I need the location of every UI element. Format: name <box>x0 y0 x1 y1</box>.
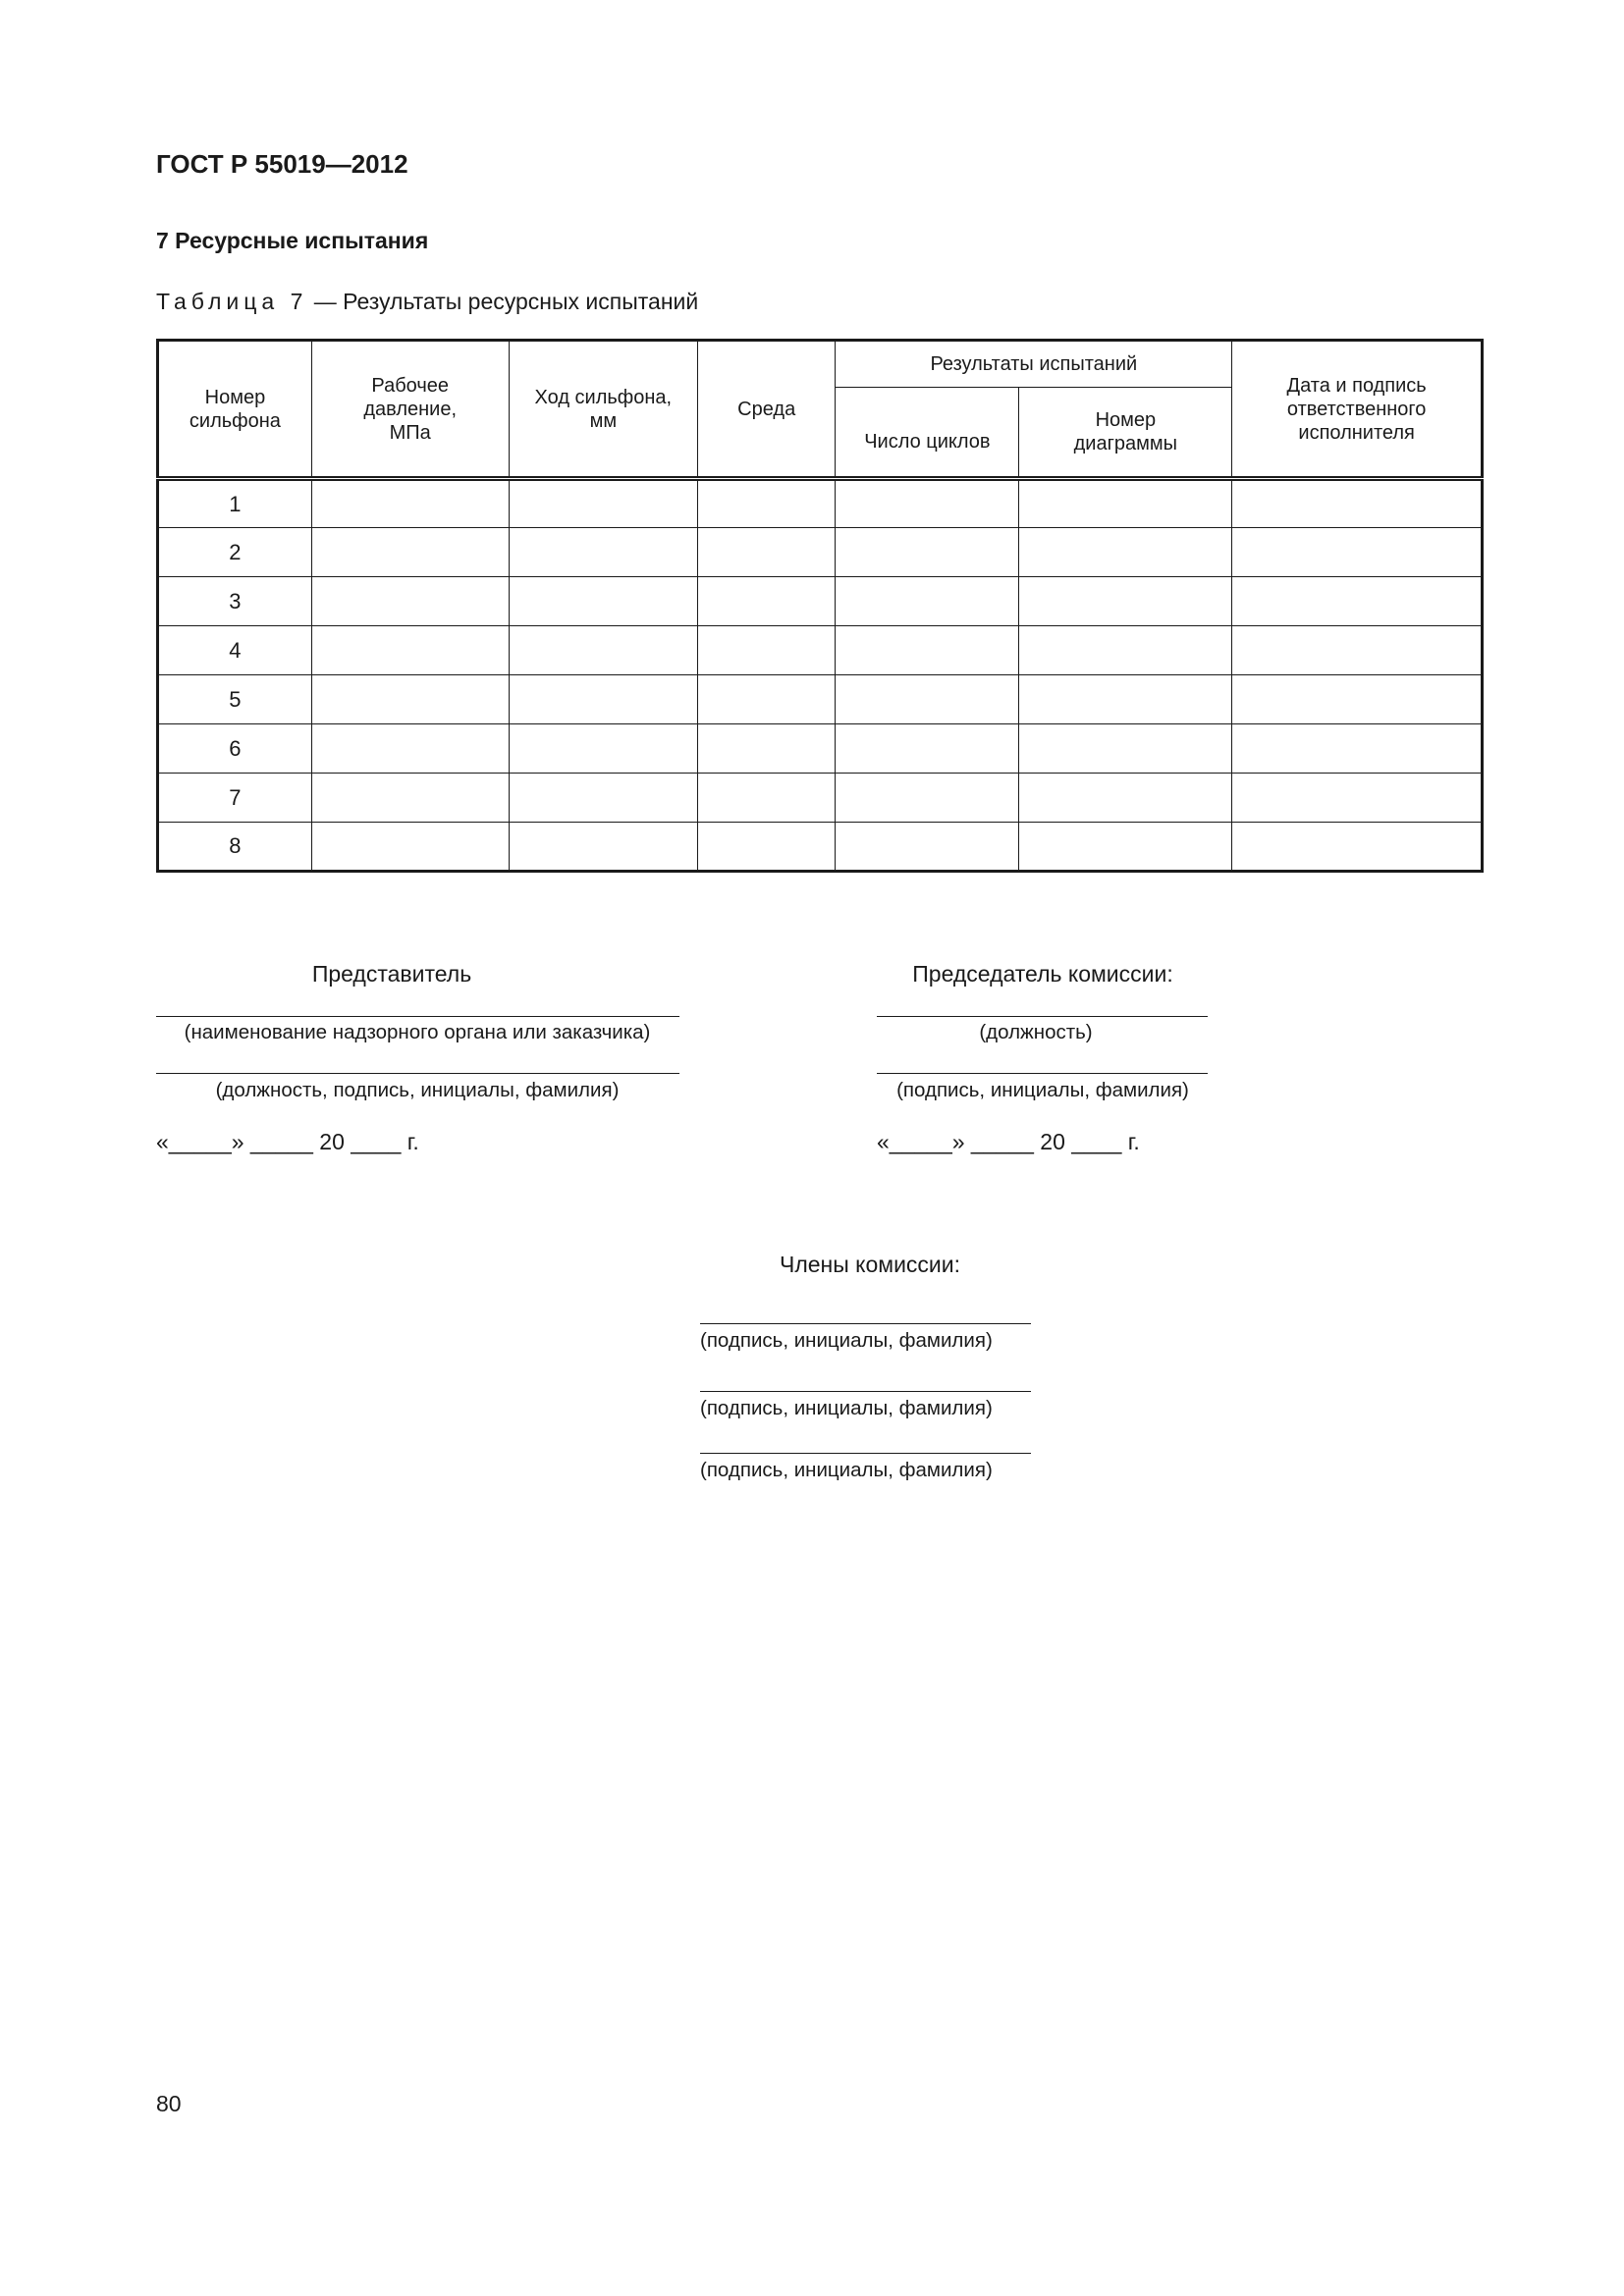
member-caption-3: (подпись, инициалы, фамилия) <box>700 1459 993 1481</box>
empty-cell[interactable] <box>697 723 837 774</box>
empty-cell[interactable] <box>1231 723 1483 774</box>
empty-cell[interactable] <box>508 476 699 528</box>
empty-cell[interactable] <box>508 773 699 823</box>
empty-cell[interactable] <box>1018 625 1233 675</box>
header-medium: Среда <box>697 340 837 479</box>
row-number: 7 <box>157 773 312 823</box>
chairman-date[interactable]: «_____» _____ 20 ____ г. <box>877 1129 1140 1154</box>
member-signature-line-3[interactable] <box>700 1453 1031 1454</box>
empty-cell[interactable] <box>310 476 510 528</box>
empty-cell[interactable] <box>1231 527 1483 577</box>
header-results: Результаты испытаний <box>835 340 1233 388</box>
table-row: 6 <box>157 723 1483 774</box>
page-number: 80 <box>156 2091 182 2116</box>
chairman-title: Председатель комиссии: <box>912 961 1173 987</box>
empty-cell[interactable] <box>1231 822 1483 872</box>
table-caption-text: — Результаты ресурсных испытаний <box>307 289 699 314</box>
empty-cell[interactable] <box>1018 576 1233 626</box>
table-row: 3 <box>157 576 1483 626</box>
empty-cell[interactable] <box>508 576 699 626</box>
empty-cell[interactable] <box>1018 822 1233 872</box>
empty-cell[interactable] <box>1231 674 1483 724</box>
empty-cell[interactable] <box>835 674 1020 724</box>
empty-cell[interactable] <box>310 625 510 675</box>
representative-caption-signature: (должность, подпись, инициалы, фамилия) <box>215 1079 620 1101</box>
table-row: 1 <box>157 476 1483 528</box>
empty-cell[interactable] <box>310 527 510 577</box>
empty-cell[interactable] <box>697 625 837 675</box>
representative-org-line[interactable] <box>156 1016 679 1017</box>
empty-cell[interactable] <box>508 822 699 872</box>
member-signature-line-2[interactable] <box>700 1391 1031 1392</box>
row-number: 4 <box>157 625 312 675</box>
empty-cell[interactable] <box>1018 476 1233 528</box>
table-caption: Таблица 7 — Результаты ресурсных испытан… <box>156 289 698 315</box>
row-number: 6 <box>157 723 312 774</box>
empty-cell[interactable] <box>697 822 837 872</box>
member-caption-1: (подпись, инициалы, фамилия) <box>700 1329 993 1352</box>
empty-cell[interactable] <box>508 674 699 724</box>
empty-cell[interactable] <box>697 476 837 528</box>
header-pressure: Рабочее давление, МПа <box>310 340 510 479</box>
empty-cell[interactable] <box>835 527 1020 577</box>
empty-cell[interactable] <box>697 576 837 626</box>
empty-cell[interactable] <box>835 822 1020 872</box>
empty-cell[interactable] <box>835 476 1020 528</box>
empty-cell[interactable] <box>1018 674 1233 724</box>
header-number: Номер сильфона <box>157 340 312 479</box>
member-caption-2: (подпись, инициалы, фамилия) <box>700 1397 993 1419</box>
empty-cell[interactable] <box>508 723 699 774</box>
empty-cell[interactable] <box>1231 773 1483 823</box>
empty-cell[interactable] <box>835 773 1020 823</box>
chairman-signature-line[interactable] <box>877 1073 1208 1074</box>
chairman-caption-signature: (подпись, инициалы, фамилия) <box>896 1079 1189 1101</box>
document-id: ГОСТ Р 55019—2012 <box>156 149 408 179</box>
empty-cell[interactable] <box>508 527 699 577</box>
empty-cell[interactable] <box>310 576 510 626</box>
empty-cell[interactable] <box>835 576 1020 626</box>
chairman-position-line[interactable] <box>877 1016 1208 1017</box>
row-number: 2 <box>157 527 312 577</box>
header-signature: Дата и подпись ответственного исполнител… <box>1231 340 1483 479</box>
table-caption-prefix: Таблица 7 <box>156 289 308 314</box>
row-number: 1 <box>157 476 312 528</box>
header-stroke: Ход сильфона, мм <box>508 340 699 479</box>
empty-cell[interactable] <box>697 674 837 724</box>
empty-cell[interactable] <box>1231 576 1483 626</box>
section-title: 7 Ресурсные испытания <box>156 228 429 253</box>
empty-cell[interactable] <box>1018 773 1233 823</box>
empty-cell[interactable] <box>697 527 837 577</box>
table-row: 8 <box>157 822 1483 872</box>
empty-cell[interactable] <box>697 773 837 823</box>
table-row: 7 <box>157 773 1483 823</box>
members-title: Члены комиссии: <box>779 1252 961 1277</box>
empty-cell[interactable] <box>1018 527 1233 577</box>
empty-cell[interactable] <box>310 723 510 774</box>
header-diagram: Номер диаграммы <box>1018 387 1233 479</box>
empty-cell[interactable] <box>835 723 1020 774</box>
empty-cell[interactable] <box>835 625 1020 675</box>
table-row: 5 <box>157 674 1483 724</box>
empty-cell[interactable] <box>508 625 699 675</box>
empty-cell[interactable] <box>1018 723 1233 774</box>
member-signature-line-1[interactable] <box>700 1323 1031 1324</box>
empty-cell[interactable] <box>1231 476 1483 528</box>
representative-date[interactable]: «_____» _____ 20 ____ г. <box>156 1129 419 1154</box>
row-number: 5 <box>157 674 312 724</box>
header-cycles: Число циклов <box>835 387 1020 479</box>
representative-title: Представитель <box>311 961 472 987</box>
empty-cell[interactable] <box>310 674 510 724</box>
empty-cell[interactable] <box>310 822 510 872</box>
representative-caption-org: (наименование надзорного органа или зака… <box>184 1021 651 1043</box>
row-number: 3 <box>157 576 312 626</box>
table-row: 2 <box>157 527 1483 577</box>
table-row: 4 <box>157 625 1483 675</box>
empty-cell[interactable] <box>1231 625 1483 675</box>
chairman-caption-position: (должность) <box>979 1021 1093 1043</box>
empty-cell[interactable] <box>310 773 510 823</box>
row-number: 8 <box>157 822 312 872</box>
test-results-table: Номер сильфона Рабочее давление, МПа Ход… <box>156 339 1484 873</box>
representative-signature-line[interactable] <box>156 1073 679 1074</box>
